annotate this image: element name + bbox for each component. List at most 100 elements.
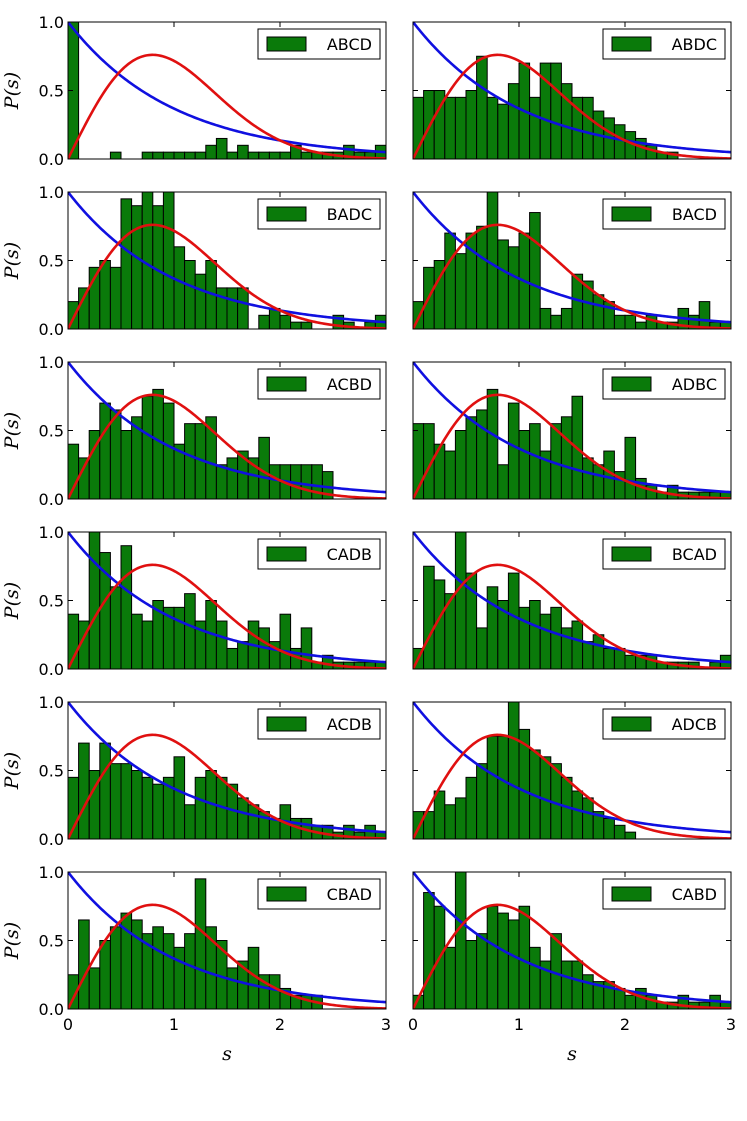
histogram-bar (613, 124, 626, 159)
legend: CADB (257, 538, 381, 570)
legend: ADBC (602, 368, 726, 400)
wigner-curve (413, 393, 731, 499)
wigner-curve (68, 223, 386, 329)
histogram-bar (300, 321, 313, 329)
histogram-bar (486, 905, 499, 1009)
histogram-bar (529, 212, 541, 329)
histogram-bar (279, 314, 292, 329)
legend-label: ABDC (672, 35, 717, 54)
histogram-bar (465, 940, 478, 1009)
histogram-bar (571, 790, 584, 839)
histogram-bar (624, 314, 637, 329)
legend-swatch (611, 546, 652, 562)
panel-marks (413, 362, 731, 499)
histogram-bar (560, 307, 573, 329)
histogram-bar (592, 464, 605, 499)
wigner-curve (413, 223, 731, 329)
histogram-bar (507, 572, 520, 669)
histogram-bar (582, 96, 594, 159)
exponential-curve (413, 192, 731, 324)
histogram-bar (486, 586, 499, 669)
histogram-bar (582, 457, 594, 499)
histogram-bar (184, 593, 196, 669)
panel-cbad: 0.0 0.5 1.0 P(s) 0 1 2 3 s CBAD (1, 863, 391, 1065)
y-axis-label: P(s) (1, 752, 23, 790)
histogram-bar (497, 464, 509, 499)
histogram-bar (497, 912, 509, 1009)
histogram-bar (613, 314, 626, 329)
legend-label: CADB (327, 545, 372, 564)
exponential-curve (68, 532, 386, 664)
exponential-curve (413, 702, 731, 834)
y-tick-label: 1.0 (39, 523, 64, 542)
histogram-bar (465, 416, 478, 499)
histogram-bar (131, 613, 143, 669)
histogram-bar (162, 402, 175, 499)
histogram-bar (194, 878, 207, 1009)
histogram-bar (109, 926, 122, 1009)
y-tick-label: 0.0 (39, 660, 64, 679)
wigner-curve (68, 53, 386, 159)
y-tick-label: 1.0 (39, 863, 64, 882)
y-tick-label: 0.5 (39, 592, 64, 611)
histogram-bar (215, 620, 228, 669)
histogram-bar (162, 192, 175, 329)
y-tick-label: 0.0 (39, 490, 64, 509)
histogram-bar (109, 409, 122, 499)
legend-swatch (611, 376, 652, 392)
legend-swatch (266, 716, 307, 732)
histogram-bar (88, 967, 101, 1009)
histogram-bar (624, 831, 637, 839)
legend-swatch (266, 546, 307, 562)
histogram-bar (592, 634, 605, 669)
y-axis-label: P(s) (1, 242, 23, 280)
histogram-bar (507, 402, 520, 499)
histogram-bar (592, 294, 605, 329)
histogram-bar (635, 321, 647, 329)
legend-swatch (266, 206, 307, 222)
histogram-bar (194, 151, 207, 159)
histogram-bar (613, 647, 626, 669)
x-tick-label: 3 (381, 1015, 391, 1034)
histogram-bar (497, 103, 509, 159)
y-tick-label: 1.0 (39, 693, 64, 712)
histogram-bar (476, 55, 488, 159)
histogram-bar (268, 151, 281, 159)
panel-marks (68, 532, 386, 669)
wigner-curve (413, 563, 731, 669)
legend-label: CBAD (327, 885, 372, 904)
histogram-bar (184, 933, 196, 1009)
histogram-bar (539, 613, 552, 669)
histogram-bar (300, 627, 313, 669)
wigner-curve (68, 733, 386, 839)
histogram-bar (624, 654, 637, 669)
histogram-bar (247, 804, 260, 839)
histogram-bar (226, 647, 239, 669)
panel-marks (68, 872, 386, 1009)
histogram-bar (454, 872, 467, 1009)
wigner-curve (413, 733, 731, 839)
histogram-bar (603, 817, 615, 839)
y-tick-label: 0.5 (39, 422, 64, 441)
y-tick-label: 1.0 (39, 353, 64, 372)
histogram-bar (120, 198, 133, 329)
y-axis-label: P(s) (1, 72, 23, 110)
histogram-bar (162, 151, 175, 159)
histogram-bar (529, 423, 541, 499)
histogram-bar (141, 395, 154, 499)
wigner-curve (68, 393, 386, 499)
legend: ABCD (257, 28, 381, 60)
histogram-bar (237, 287, 249, 329)
histogram-bar (454, 532, 467, 669)
histogram-bar (152, 926, 164, 1009)
histogram-bar (476, 627, 488, 669)
legend-swatch (611, 716, 652, 732)
histogram-bar (131, 205, 143, 329)
histogram-bar (237, 641, 249, 669)
histogram-bar (624, 994, 637, 1009)
legend: ACBD (257, 368, 381, 400)
exponential-curve (68, 872, 386, 1004)
histogram-bar (433, 790, 446, 839)
legend: ACDB (257, 708, 381, 740)
